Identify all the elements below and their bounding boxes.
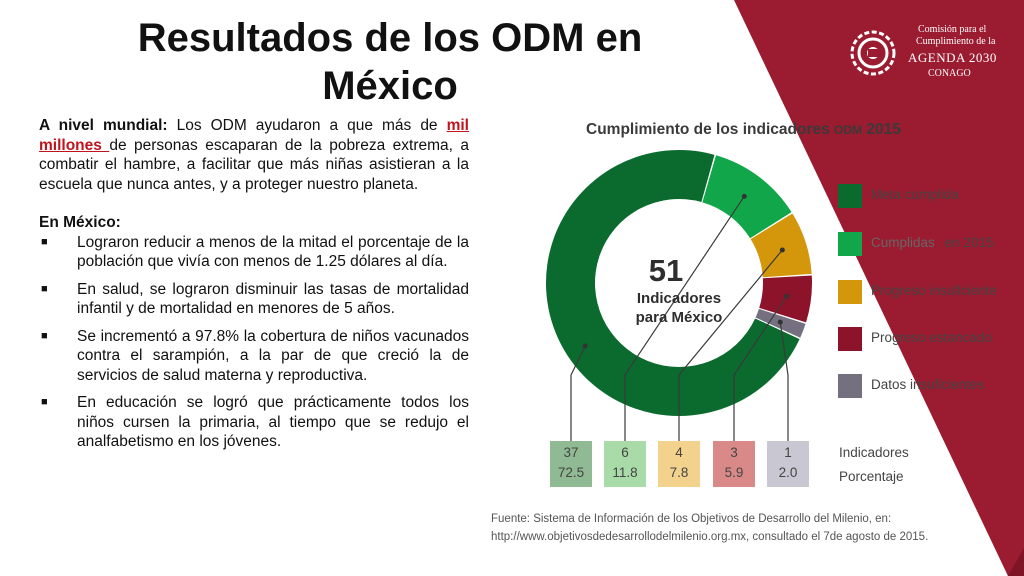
indicator-percent: 7.8	[669, 465, 689, 480]
agenda-2030-logo-icon	[850, 30, 896, 76]
brand-line-2: Cumplimiento de la	[916, 36, 996, 47]
legend-item: Progreso estancado	[838, 327, 1018, 351]
legend-swatch	[838, 280, 862, 304]
slide-title: Resultados de los ODM en México	[137, 16, 643, 108]
center-line-2: para México	[636, 309, 723, 326]
leader-dot	[784, 293, 790, 299]
bullet-item: ■ Lograron reducir a menos de la mitad el…	[39, 233, 469, 272]
legend-label-extra: en 2015	[944, 235, 994, 250]
center-number: 51	[649, 253, 683, 288]
value-box: 6 11.8	[604, 441, 646, 487]
indicator-count: 37	[563, 445, 579, 460]
donut-slice	[759, 275, 812, 323]
chart-title-main: Cumplimiento de los indicadores	[586, 121, 835, 138]
bullet-text: Se incrementó a 97.8% la cobertura de ni…	[77, 327, 469, 384]
indicator-count: 3	[730, 445, 738, 460]
value-box: 3 5.9	[713, 441, 755, 487]
brand-line-1: Comisión para el	[918, 24, 987, 35]
mexico-heading: En México:	[39, 214, 121, 231]
legend-swatch	[838, 374, 862, 398]
donut-slice	[702, 155, 792, 239]
intro-highlight: mil millones	[39, 117, 469, 154]
brand-line-3: AGENDA 2030	[908, 50, 997, 65]
value-box: 37 72.5	[550, 441, 592, 487]
chart-title-year: 2015	[862, 121, 901, 138]
leader-dot	[777, 319, 783, 325]
value-box: 1 2.0	[767, 441, 809, 487]
legend-item: Meta cumplida	[838, 184, 1018, 208]
legend-swatch	[838, 232, 862, 256]
mexico-bullets: ■ Lograron reducir a menos de la mitad el…	[39, 233, 469, 452]
intro-after: de personas escaparan de la pobreza extr…	[39, 136, 469, 193]
bullet-text: En salud, se lograron disminuir las tasa…	[77, 280, 469, 318]
donut-slice	[750, 213, 812, 278]
leader-dot	[741, 193, 747, 199]
intro-paragraph: A nivel mundial: Los ODM ayudaron a que …	[39, 116, 469, 194]
bullet-item: ■ En educación se logró que prácticamente…	[39, 393, 469, 452]
legend-item: Cumplidas en 2015	[838, 232, 1018, 256]
intro-before: Los ODM ayudaron a que más de	[167, 117, 447, 134]
center-line-1: Indicadores	[637, 290, 721, 307]
bullet-text: En educación se logró que prácticamente …	[77, 394, 469, 450]
leader-line	[624, 196, 745, 441]
indicator-percent: 2.0	[778, 465, 798, 480]
indicator-percent: 72.5	[557, 465, 585, 480]
bullet-item: ■ En salud, se lograron disminuir las tas…	[39, 280, 469, 319]
row-label-percentage: Porcentaje	[839, 469, 904, 484]
donut-slice	[546, 150, 800, 417]
legend-label: Progreso estancado	[871, 330, 992, 345]
leader-line	[570, 345, 586, 441]
legend-label: Cumplidas	[871, 235, 935, 250]
indicator-count: 6	[621, 445, 629, 460]
body-text: A nivel mundial: Los ODM ayudaron a que …	[39, 116, 469, 460]
leader-line	[733, 295, 788, 441]
legend-swatch	[838, 184, 862, 208]
legend-label: Datos insuficientes	[871, 377, 985, 392]
bullet-icon: ■	[41, 329, 48, 342]
indicator-percent: 5.9	[724, 465, 744, 480]
leader-line	[678, 249, 783, 441]
legend-item: Datos insuficientes	[838, 374, 1018, 398]
legend-label: Meta cumplida	[871, 187, 959, 202]
brand-logo: Comisión para el Cumplimiento de la AGEN…	[848, 24, 1018, 84]
donut-slice	[755, 308, 806, 338]
leader-dot	[779, 247, 785, 253]
legend-swatch	[838, 327, 862, 351]
bullet-icon: ■	[41, 282, 48, 295]
bullet-icon: ■	[41, 235, 48, 248]
bullet-text: Lograron reducir a menos de la mitad el …	[77, 233, 469, 271]
source-line-2: http://www.objetivosdedesarrollodelmilen…	[491, 531, 929, 543]
indicator-count: 4	[675, 445, 683, 460]
intro-label: A nivel mundial:	[39, 117, 168, 134]
value-box: 4 7.8	[658, 441, 700, 487]
bullet-item: ■ Se incrementó a 97.8% la cobertura de n…	[39, 327, 469, 386]
page-number: 5	[954, 541, 962, 557]
brand-line-4: CONAGO	[928, 68, 971, 79]
chart-title: Cumplimiento de los indicadores ODM 2015	[586, 121, 901, 139]
source-line-1: Fuente: Sistema de Información de los Ob…	[491, 513, 892, 525]
indicator-percent: 11.8	[612, 465, 638, 480]
indicator-count: 1	[784, 445, 792, 460]
source-note: Fuente: Sistema de Información de los Ob…	[491, 510, 1011, 546]
row-label-indicators: Indicadores	[839, 445, 909, 460]
leader-dot	[582, 343, 588, 349]
legend-item: Progreso insuficiente	[838, 280, 1018, 304]
bullet-icon: ■	[41, 396, 48, 408]
legend-label: Progreso insuficiente	[871, 283, 998, 298]
chart-title-small: ODM	[834, 123, 863, 137]
leader-line	[779, 321, 789, 441]
